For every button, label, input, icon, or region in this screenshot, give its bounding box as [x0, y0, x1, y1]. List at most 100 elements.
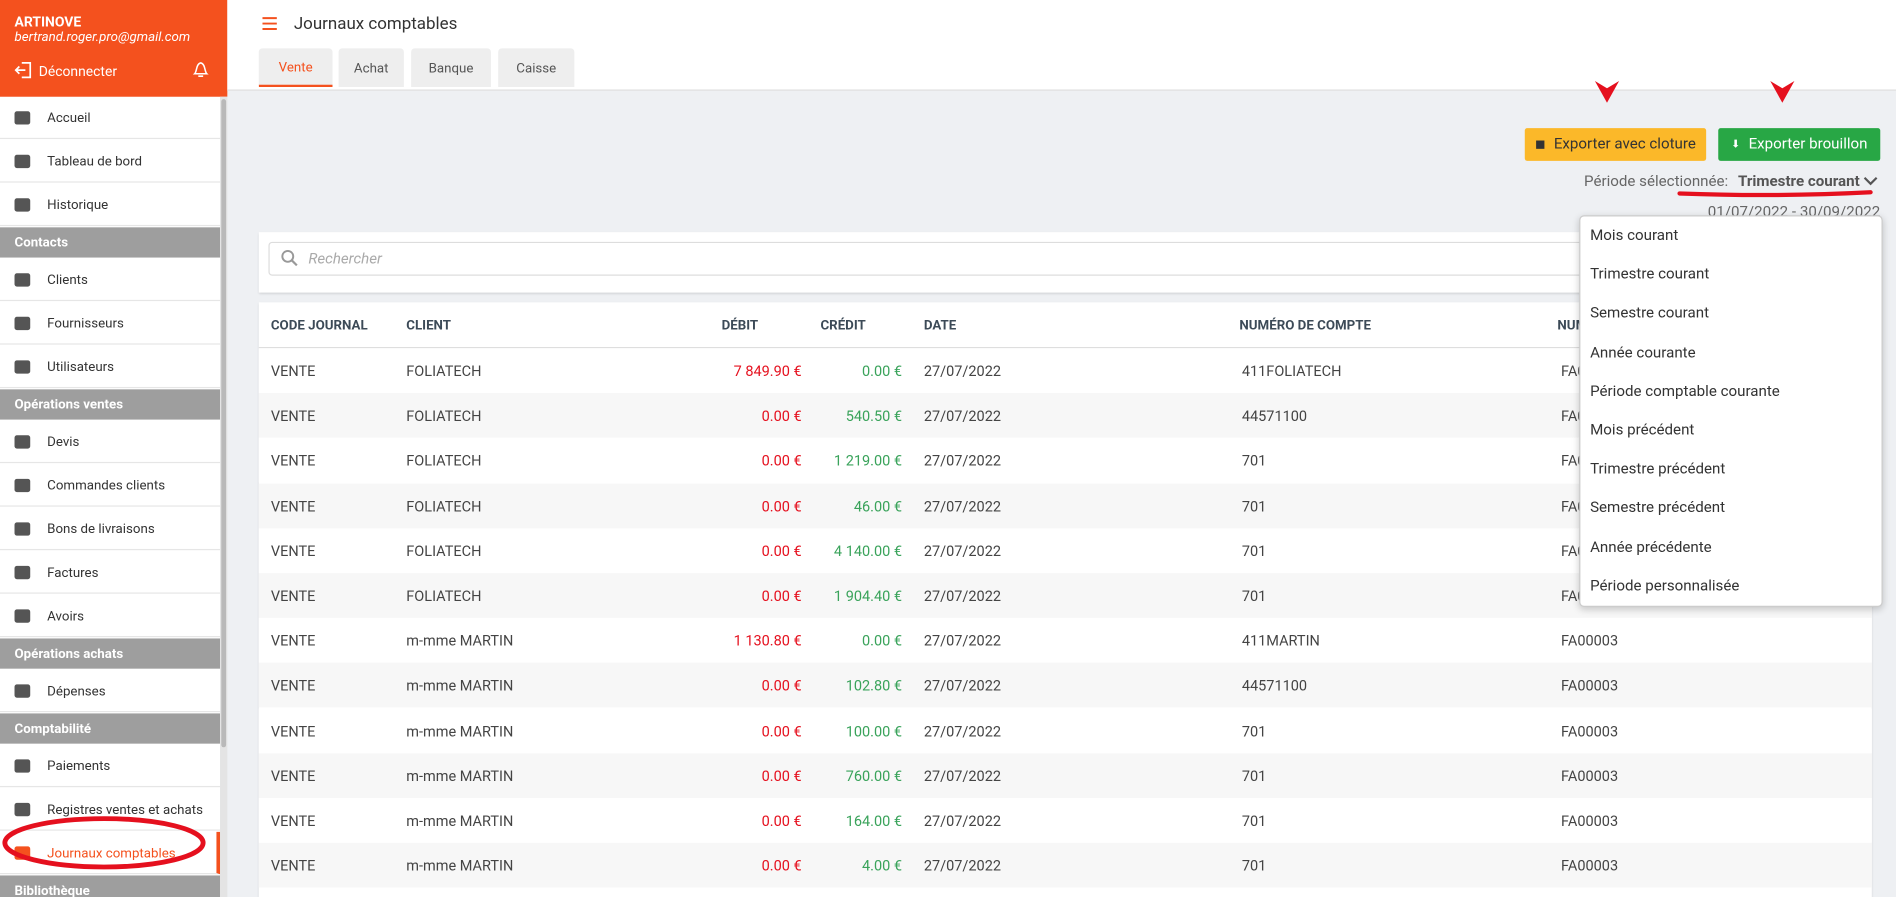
table-cell: 4 140.00 €	[834, 543, 902, 560]
menu-item[interactable]: Fournisseurs	[0, 302, 220, 344]
bell-icon[interactable]	[192, 60, 209, 78]
table-cell: VENTE	[271, 633, 316, 650]
dropdown-item[interactable]: Semestre courant	[1590, 305, 1709, 323]
export-close: Exporter avec cloture	[1554, 135, 1696, 153]
table-cell: 27/07/2022	[924, 453, 1001, 470]
menu-item[interactable]: Factures	[0, 551, 220, 593]
download-icon: ⬇	[1731, 138, 1740, 150]
menu-item[interactable]: Clients	[0, 259, 220, 301]
menu-icon	[15, 360, 31, 373]
menu-label: Clients	[47, 271, 88, 287]
menu-item[interactable]: Commandes clients	[0, 464, 220, 506]
table-cell: 27/07/2022	[924, 768, 1001, 785]
table-cell: 540.50 €	[846, 408, 902, 425]
menu-label: Dépenses	[47, 683, 105, 699]
table-cell: 102.80 €	[846, 678, 902, 695]
menu-item[interactable]: Avoirs	[0, 595, 220, 637]
dropdown-item[interactable]: Période comptable courante	[1590, 382, 1780, 400]
menu-item[interactable]: Historique	[0, 184, 220, 226]
menu-item[interactable]: Devis	[0, 421, 220, 463]
table-cell: FOLIATECH	[406, 408, 481, 425]
table-cell: VENTE	[271, 813, 316, 830]
table-cell: VENTE	[271, 408, 316, 425]
menu-section: Opérations ventes	[0, 389, 220, 419]
table-cell: m-mme MARTIN	[406, 723, 513, 740]
menu-item[interactable]: Paiements	[0, 745, 220, 787]
table-cell: 27/07/2022	[924, 723, 1001, 740]
table-cell: FOLIATECH	[406, 588, 481, 605]
table-cell: 7 849.90 €	[734, 363, 802, 380]
tab[interactable]: Achat	[339, 48, 404, 87]
menu-icon	[15, 846, 31, 859]
logout[interactable]: Déconnecter	[39, 63, 117, 80]
menu-label: Commandes clients	[47, 477, 165, 493]
menu-icon	[15, 316, 31, 329]
table-cell: 760.00 €	[846, 768, 902, 785]
export-draft: Exporter brouillon	[1749, 135, 1868, 153]
menu-label: Accueil	[47, 109, 90, 125]
chevron[interactable]	[1863, 175, 1878, 186]
menu-item[interactable]: Tableau de bord	[0, 140, 220, 182]
period-label: Période sélectionnée:	[1584, 173, 1728, 191]
table-cell: VENTE	[271, 678, 316, 695]
menu-item[interactable]: Bons de livraisons	[0, 508, 220, 550]
tab[interactable]: Vente	[259, 48, 333, 87]
menu-label: Utilisateurs	[47, 359, 114, 375]
table-cell: 27/07/2022	[924, 858, 1001, 875]
period-selector[interactable]: Période sélectionnée: Trimestre courant	[1584, 173, 1860, 191]
table-cell: 164.00 €	[846, 813, 902, 830]
table-cell: 0.00 €	[762, 543, 802, 560]
menu-item[interactable]: Registres ventes et achats	[0, 788, 220, 830]
underline	[1680, 192, 1871, 195]
table-cell: VENTE	[271, 768, 316, 785]
menu-label: Journaux comptables	[47, 845, 175, 861]
table-cell: 27/07/2022	[924, 813, 1001, 830]
dropdown-item[interactable]: Mois précédent	[1590, 421, 1694, 439]
table-cell: FOLIATECH	[406, 543, 481, 560]
dropdown-item[interactable]: Année précédente	[1590, 538, 1712, 556]
table-cell: 0.00 €	[762, 813, 802, 830]
sidebar: AccueilTableau de bordHistoriqueContacts…	[0, 0, 220, 897]
dropdown-item[interactable]: Semestre précédent	[1590, 499, 1725, 517]
table-cell: FOLIATECH	[406, 498, 481, 515]
tab[interactable]: Caisse	[498, 48, 574, 87]
menu-icon	[15, 273, 31, 286]
table-cell: 27/07/2022	[924, 498, 1001, 515]
table-cell: 411MARTIN	[1242, 633, 1320, 650]
table-cell: 701	[1242, 588, 1266, 605]
search-icon	[281, 249, 299, 267]
menu-item[interactable]: Journaux comptables	[0, 832, 220, 874]
menu-icon	[15, 522, 31, 535]
table-cell: 0.00 €	[762, 453, 802, 470]
table-cell: 27/07/2022	[924, 543, 1001, 560]
menu-icon	[15, 154, 31, 167]
menu-icon	[15, 802, 31, 815]
table-cell: 1 904.40 €	[834, 588, 902, 605]
table-cell: m-mme MARTIN	[406, 768, 513, 785]
menu-icon[interactable]	[262, 17, 277, 30]
menu-icon	[15, 609, 31, 622]
menu-item[interactable]: Accueil	[0, 97, 220, 139]
dropdown-item[interactable]: Trimestre précédent	[1590, 460, 1725, 478]
export-close-button[interactable]: ■Exporter avec cloture	[1525, 128, 1706, 161]
menu-item[interactable]: Dépenses	[0, 670, 220, 712]
table-cell: FA00003	[1561, 813, 1618, 830]
menu-label: Paiements	[47, 758, 110, 774]
tab[interactable]: Banque	[411, 48, 491, 87]
dropdown-item[interactable]: Année courante	[1590, 344, 1696, 362]
dropdown-item[interactable]: Période personnalisée	[1590, 577, 1739, 595]
table-cell: 46.00 €	[854, 498, 902, 515]
table-cell: 27/07/2022	[924, 588, 1001, 605]
menu-label: Avoirs	[47, 608, 84, 624]
export-draft-button[interactable]: ⬇ Exporter brouillon	[1718, 128, 1880, 161]
table-cell: 0.00 €	[862, 633, 902, 650]
dropdown-item[interactable]: Mois courant	[1590, 227, 1678, 245]
table-cell: FA00003	[1561, 858, 1618, 875]
dropdown-item[interactable]: Trimestre courant	[1590, 266, 1709, 284]
table-cell: 0.00 €	[762, 408, 802, 425]
table-cell: VENTE	[271, 723, 316, 740]
menu-item[interactable]: Utilisateurs	[0, 346, 220, 388]
period-value: Trimestre courant	[1738, 173, 1860, 191]
table-cell: VENTE	[271, 498, 316, 515]
table-cell: VENTE	[271, 588, 316, 605]
